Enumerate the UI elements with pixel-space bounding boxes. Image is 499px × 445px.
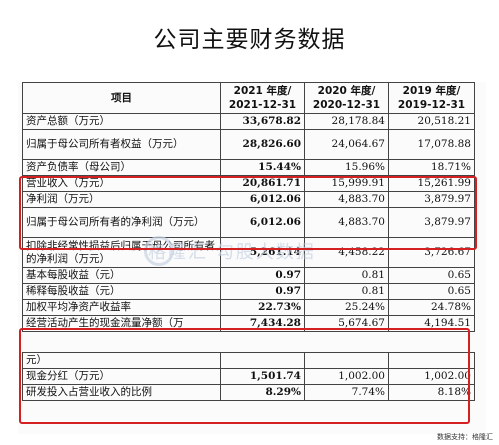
row-label: 稀释每股收益（元） (22, 283, 221, 300)
page-title: 公司主要财务数据 (153, 27, 346, 53)
financial-table: 项目 2021 年度/2021-12-31 2020 年度/2020-12-31… (22, 82, 475, 401)
table-row: 净利润（万元） 6,012.06 4,883.70 3,879.97 (22, 191, 475, 208)
value-2021: 1,501.74 (220, 368, 305, 385)
header-2019: 2019 年度/2019-12-31 (388, 82, 475, 114)
value-2019: 0.65 (388, 283, 475, 300)
row-label: 加权平均净资产收益率 (22, 299, 221, 316)
value-2021 (220, 352, 305, 369)
value-2019: 4,194.51 (388, 315, 475, 332)
table-row: 扣除非经常性损益后归属于母公司所有者的净利润（万元） 5,261.14 4,45… (22, 237, 475, 268)
row-label: 基本每股收益（元） (22, 267, 221, 284)
value-2021: 28,826.60 (220, 129, 305, 160)
value-2020: 4,883.70 (304, 191, 389, 208)
value-2021: 15.44% (220, 159, 305, 176)
row-label: 资产总额（万元） (22, 113, 221, 130)
value-2020: 0.81 (304, 283, 389, 300)
value-2020 (304, 352, 389, 369)
header-2020: 2020 年度/2020-12-31 (304, 82, 389, 114)
row-label: 研发投入占营业收入的比例 (22, 384, 221, 401)
value-2020: 25.24% (304, 299, 389, 316)
row-label: 扣除非经常性损益后归属于母公司所有者的净利润（万元） (22, 237, 221, 268)
value-2021: 0.97 (220, 283, 305, 300)
value-2019: 18.71% (388, 159, 475, 176)
value-2019 (388, 352, 475, 369)
table-row: 归属于母公司所有者权益（万元） 28,826.60 24,064.67 17,0… (22, 129, 475, 160)
table-header-row: 项目 2021 年度/2021-12-31 2020 年度/2020-12-31… (22, 82, 475, 114)
table-row: 资产负债率（母公司） 15.44% 15.96% 18.71% (22, 159, 475, 176)
row-label: 归属于母公司所有者权益（万元） (22, 129, 221, 160)
value-2020: 4,458.22 (304, 237, 389, 268)
table-row: 稀释每股收益（元） 0.97 0.81 0.65 (22, 283, 475, 300)
value-2019: 20,518.21 (388, 113, 475, 130)
row-label: 营业收入（万元） (22, 175, 221, 192)
value-2021: 0.97 (220, 267, 305, 284)
row-label: 净利润（万元） (22, 191, 221, 208)
value-2020: 5,674.67 (304, 315, 389, 332)
row-label: 元） (22, 352, 221, 369)
value-2019: 3,879.97 (388, 191, 475, 208)
table-row: 基本每股收益（元） 0.97 0.81 0.65 (22, 267, 475, 284)
table-row: 加权平均净资产收益率 22.73% 25.24% 24.78% (22, 299, 475, 316)
footer-source: 数据支持：格隆汇 (437, 433, 493, 441)
value-2020: 24,064.67 (304, 129, 389, 160)
value-2020: 28,178.84 (304, 113, 389, 130)
row-label: 归属于母公司所有者的净利润（万元） (22, 207, 221, 238)
value-2020: 7.74% (304, 384, 389, 401)
header-2021: 2021 年度/2021-12-31 (220, 82, 305, 114)
value-2021: 8.29% (220, 384, 305, 401)
row-label: 现金分红（万元） (22, 368, 221, 385)
value-2021: 33,678.82 (220, 113, 305, 130)
watermark-logo-icon (144, 236, 174, 266)
value-2019: 17,078.88 (388, 129, 475, 160)
table-row: 研发投入占营业收入的比例 8.29% 7.74% 8.18% (22, 384, 475, 401)
value-2020: 15,999.91 (304, 175, 389, 192)
value-2021: 7,434.28 (220, 315, 305, 332)
value-2019: 8.18% (388, 384, 475, 401)
value-2021: 6,012.06 (220, 207, 305, 238)
table-row: 元） (22, 352, 475, 369)
table-row-spacer (23, 332, 475, 353)
value-2020: 15.96% (304, 159, 389, 176)
value-2021: 5,261.14 (220, 237, 305, 268)
value-2021: 20,861.71 (220, 175, 305, 192)
value-2019: 1,002.00 (388, 368, 475, 385)
value-2019: 3,879.97 (388, 207, 475, 238)
value-2019: 15,261.99 (388, 175, 475, 192)
value-2019: 24.78% (388, 299, 475, 316)
value-2020: 0.81 (304, 267, 389, 284)
table-row: 现金分红（万元） 1,501.74 1,002.00 1,002.00 (22, 368, 475, 385)
value-2019: 3,726.67 (388, 237, 475, 268)
row-label: 经营活动产生的现金流量净额（万 (22, 315, 221, 332)
value-2020: 1,002.00 (304, 368, 389, 385)
row-label: 资产负债率（母公司） (22, 159, 221, 176)
table-row: 资产总额（万元） 33,678.82 28,178.84 20,518.21 (22, 113, 475, 130)
value-2020: 4,883.70 (304, 207, 389, 238)
table-row: 经营活动产生的现金流量净额（万 7,434.28 5,674.67 4,194.… (22, 315, 475, 332)
value-2021: 6,012.06 (220, 191, 305, 208)
value-2021: 22.73% (220, 299, 305, 316)
header-item: 项目 (22, 82, 221, 114)
value-2019: 0.65 (388, 267, 475, 284)
table-row: 归属于母公司所有者的净利润（万元） 6,012.06 4,883.70 3,87… (22, 207, 475, 238)
table-row: 营业收入（万元） 20,861.71 15,999.91 15,261.99 (22, 175, 475, 192)
